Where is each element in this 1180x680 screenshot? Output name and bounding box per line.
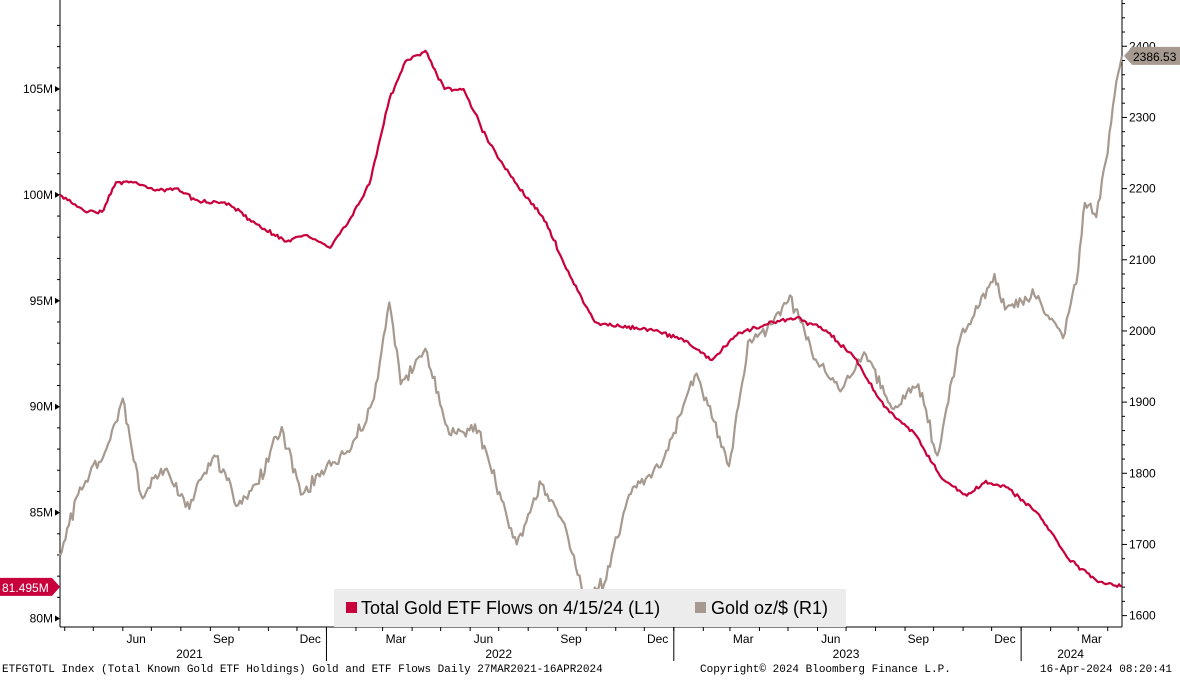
footer-timestamp: 16-Apr-2024 08:20:41 [1040, 664, 1173, 676]
x-month-label: Dec [647, 632, 668, 646]
left-major-tick [55, 403, 60, 410]
x-month-label: Jun [126, 632, 145, 646]
x-month-label: Dec [994, 632, 1015, 646]
footer-copyright: Copyright© 2024 Bloomberg Finance L.P. [700, 664, 951, 676]
legend-swatch-etf-flows [346, 602, 357, 613]
x-year-label: 2021 [176, 647, 203, 661]
x-year-label: 2023 [833, 647, 860, 661]
left-major-tick [55, 615, 60, 622]
x-month-label: Mar [733, 632, 754, 646]
left-major-tick [55, 85, 60, 92]
left-tick-label: 105M [23, 82, 53, 96]
legend-box [334, 589, 846, 627]
legend-label-gold: Gold oz/$ (R1) [711, 598, 828, 618]
footer-source: ETFGTOTL Index (Total Known Gold ETF Hol… [2, 664, 603, 676]
left-tick-label: 100M [23, 188, 53, 202]
chart-legend: Total Gold ETF Flows on 4/15/24 (L1) Gold… [334, 589, 846, 627]
left-major-tick [55, 191, 60, 198]
left-tick-label: 85M [30, 506, 53, 520]
right-tick-label: 2200 [1129, 182, 1156, 196]
x-month-label: Sep [908, 632, 930, 646]
left-tick-label: 95M [30, 294, 53, 308]
x-month-label: Sep [213, 632, 235, 646]
x-month-label: Mar [386, 632, 407, 646]
x-month-label: Jun [474, 632, 493, 646]
x-month-label: Sep [560, 632, 582, 646]
x-axis: Jun Sep Dec Mar Jun Sep Dec Mar Jun Sep Dec Mar 2021… [64, 627, 1109, 661]
gold-last-value-label: 2386.53 [1133, 50, 1177, 64]
x-month-label: Jun [821, 632, 840, 646]
left-major-tick [55, 509, 60, 516]
right-tick-label: 1700 [1129, 537, 1156, 551]
legend-swatch-gold [695, 602, 706, 613]
left-tick-label: 90M [30, 400, 53, 414]
right-tick-label: 1900 [1129, 395, 1156, 409]
etf-last-value-tag [0, 577, 60, 596]
x-month-label: Mar [1081, 632, 1102, 646]
right-tick-label: 2300 [1129, 110, 1156, 124]
left-y-axis: 80M 85M 90M 95M 100M 105M [23, 24, 60, 626]
right-tick-label: 1600 [1129, 609, 1156, 623]
x-year-label: 2024 [1057, 647, 1084, 661]
x-year-label: 2022 [485, 647, 512, 661]
left-major-tick [55, 297, 60, 304]
legend-label-etf-flows: Total Gold ETF Flows on 4/15/24 (L1) [361, 598, 660, 618]
left-tick-label: 80M [30, 612, 53, 626]
gold-last-value-tag [1124, 46, 1180, 65]
right-tick-label: 2000 [1129, 324, 1156, 338]
series-line-etf-flows [59, 49, 1122, 588]
etf-last-value-label: 81.495M [2, 581, 49, 595]
end-value-labels: 81.495M 2386.53 [0, 46, 1180, 596]
right-tick-label: 2100 [1129, 253, 1156, 267]
x-month-label: Dec [300, 632, 321, 646]
right-tick-label: 1800 [1129, 466, 1156, 480]
